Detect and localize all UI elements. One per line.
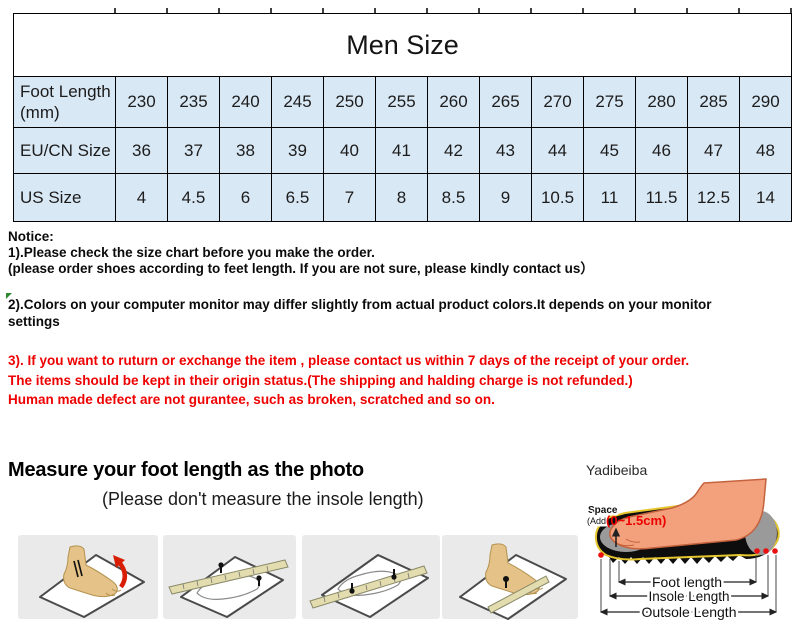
size-cell: 240 [219,76,272,128]
measure-arrows [599,578,778,616]
foot-illustration [609,478,767,550]
size-cell: 230 [115,76,168,128]
cropped-row-ticks [114,8,792,13]
size-cell: 235 [167,76,220,128]
size-cell: 6.5 [271,173,324,222]
size-cell: 48 [739,127,792,174]
size-cell: 250 [323,76,376,128]
foot-length-diagram: Space (Add (0~1.5cm) Foot length Insole … [585,478,780,623]
size-cell: 280 [635,76,688,128]
size-cell: 260 [427,76,480,128]
size-cell: 265 [479,76,532,128]
size-cell: 7 [323,173,376,222]
ruler-ticks [182,565,269,590]
pin-icons [503,576,509,588]
table-title-row: Men Size [13,13,792,77]
size-table-row: Foot Length (mm) 230 235 240 245 250 255 260 265… [13,76,792,128]
size-cell: 41 [375,127,428,174]
toe-detail [615,538,641,547]
ruler-icon [168,559,289,595]
size-cell: 255 [375,76,428,128]
pen-marks [73,559,83,578]
return-policy-section: 3). If you want to ruturn or exchange th… [8,351,689,410]
notice-line: (please order shoes according to feet le… [8,261,594,277]
size-cell: 285 [687,76,740,128]
size-cell: 270 [531,76,584,128]
row-label: US Size [13,173,116,222]
add-label: (Add [587,516,606,526]
size-cell: 245 [271,76,324,128]
measure-step-4-illustration [442,535,578,620]
size-cell: 44 [531,127,584,174]
size-table-row: US Size 4 4.5 6 6.5 7 8 8.5 9 10.5 11 11.5 12.5 14 [13,173,792,222]
size-cell: 290 [739,76,792,128]
size-cell: 11 [583,173,636,222]
notice-line: 1).Please check the size chart before yo… [8,245,375,261]
measure-title: Measure your foot length as the photo [8,459,364,481]
monitor-notice: 2).Colors on your computer monitor may d… [8,296,712,330]
men-size-table: Men Size Foot Length (mm) 230 235 240 245 250… [13,13,792,222]
notice-heading: Notice: [8,229,54,244]
size-cell: 40 [323,127,376,174]
outsole-length-label: Outsole Length [642,604,737,620]
size-cell: 8.5 [427,173,480,222]
notice-line: 2).Colors on your computer monitor may d… [8,297,712,312]
size-cell: 45 [583,127,636,174]
table-title: Men Size [13,13,792,77]
size-cell: 10.5 [531,173,584,222]
policy-line: The items should be kept in their origin… [8,372,633,388]
size-cell: 42 [427,127,480,174]
measure-step-1-illustration [18,535,158,619]
trace-arrowhead [113,555,125,568]
size-cell: 4.5 [167,173,220,222]
size-cell: 12.5 [687,173,740,222]
notice-section: Notice: 1).Please check the size chart b… [8,229,594,278]
row-label: EU/CN Size [13,127,116,174]
size-cell: 36 [115,127,168,174]
size-cell: 14 [739,173,792,222]
row-label: Foot Length (mm) [13,76,116,128]
pin-icons [218,562,262,586]
size-cell: 6 [219,173,272,222]
size-cell: 8 [375,173,428,222]
measure-subtitle: (Please don't measure the insole length) [102,489,424,509]
size-cell: 11.5 [635,173,688,222]
size-cell: 275 [583,76,636,128]
policy-line: 3). If you want to ruturn or exchange th… [8,353,690,368]
brand-label: Yadibeiba [586,462,648,478]
size-cell: 43 [479,127,532,174]
measure-dots [598,548,778,558]
green-corner-artifact [6,293,12,299]
space-range-label: (0~1.5cm) [606,513,666,528]
policy-line: Human made defect are not gurantee, such… [8,392,495,407]
foot-length-label: Foot length [652,574,722,590]
size-cell: 4 [115,173,168,222]
pin-icons [349,569,397,594]
measure-steps-illustrations [18,535,578,620]
size-cell: 38 [219,127,272,174]
space-label: Space [588,505,618,516]
size-cell: 39 [271,127,324,174]
size-cell: 9 [479,173,532,222]
measure-step-3-illustration [302,535,440,619]
size-table-row: EU/CN Size 36 37 38 39 40 41 42 43 44 45 46 47 48 [13,127,792,174]
insole-length-label: Insole Length [648,589,729,604]
measure-step-2-illustration [163,535,296,619]
size-cell: 46 [635,127,688,174]
size-cell: 47 [687,127,740,174]
ruler-icon [487,575,550,614]
size-cell: 37 [167,127,220,174]
notice-line: settings [8,314,60,329]
